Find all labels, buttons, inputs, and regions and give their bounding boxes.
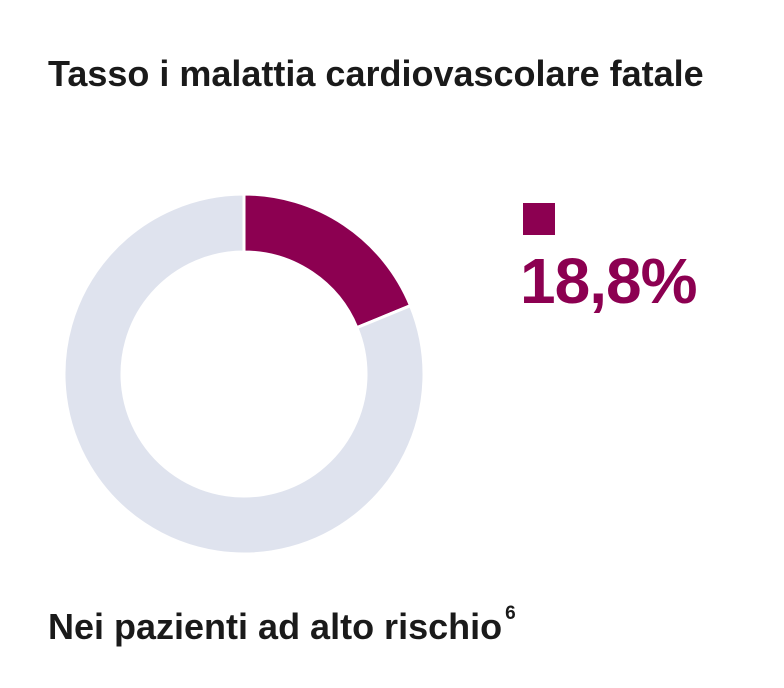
donut-segment	[62, 192, 426, 556]
legend-swatch	[523, 203, 555, 235]
footnote-ref: 6	[505, 603, 516, 624]
value-label: 18,8%	[520, 245, 697, 317]
caption-text: Nei pazienti ad alto rischio	[48, 606, 503, 647]
donut-segment	[242, 192, 413, 330]
chart-title: Tasso i malattia cardiovascolare fatale	[48, 53, 704, 94]
caption: Nei pazienti ad alto rischio 6	[48, 590, 516, 651]
